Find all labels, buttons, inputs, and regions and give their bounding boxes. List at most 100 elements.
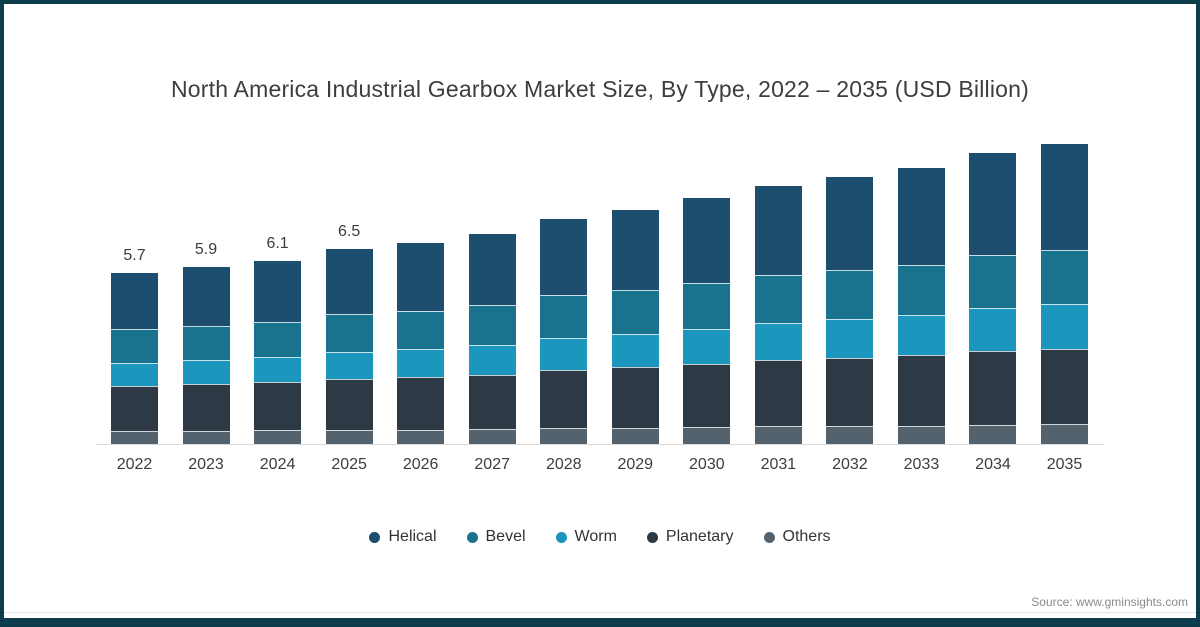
- x-axis-label-2035: 2035: [1046, 456, 1083, 473]
- segment-helical-2030: [683, 198, 731, 283]
- x-axis-label-2026: 2026: [402, 456, 439, 473]
- legend-label-helical: Helical: [388, 528, 437, 545]
- segment-others-2035: [1041, 424, 1089, 444]
- segment-helical-2034: [969, 153, 1017, 255]
- segment-bevel-2022: [111, 329, 158, 363]
- segment-bevel-2027: [468, 305, 516, 346]
- stacked-bar-2035: [1041, 144, 1089, 444]
- legend-item-others: Others: [763, 528, 831, 546]
- stacked-bar-2030: [683, 198, 731, 444]
- segment-others-2022: [111, 431, 158, 444]
- segment-helical-2022: [111, 273, 158, 330]
- segment-bevel-2028: [540, 295, 588, 339]
- segment-helical-2026: [397, 243, 445, 311]
- segment-worm-2024: [254, 357, 302, 383]
- source-attribution: Source: www.gminsights.com: [1031, 595, 1188, 609]
- stacked-bar-2034: [969, 153, 1017, 444]
- legend-label-others: Others: [782, 528, 831, 545]
- segment-planetary-2033: [897, 355, 945, 426]
- segment-bevel-2035: [1041, 249, 1089, 305]
- stacked-bar-2029: [611, 210, 659, 444]
- segment-bevel-2029: [611, 290, 659, 335]
- stacked-bar-2024: [254, 261, 302, 444]
- segment-planetary-2024: [254, 382, 302, 431]
- segment-bevel-2030: [683, 282, 731, 329]
- segment-bevel-2023: [182, 325, 230, 361]
- segment-helical-2035: [1041, 144, 1089, 250]
- frame-border-left: [0, 0, 4, 627]
- segment-helical-2032: [826, 177, 874, 270]
- segment-helical-2023: [182, 267, 230, 326]
- legend-item-planetary: Planetary: [646, 528, 734, 546]
- legend: Helical Bevel Worm Planetary Others: [0, 528, 1200, 546]
- stacked-bar-2027: [468, 234, 516, 444]
- legend-label-worm: Worm: [574, 528, 617, 545]
- bar-total-label-2023: 5.9: [194, 241, 218, 258]
- legend-label-bevel: Bevel: [485, 528, 526, 545]
- segment-planetary-2022: [111, 386, 158, 432]
- segment-planetary-2032: [826, 357, 874, 426]
- segment-planetary-2025: [325, 379, 373, 430]
- segment-others-2031: [754, 426, 802, 444]
- segment-others-2026: [397, 429, 445, 444]
- legend-item-helical: Helical: [369, 528, 437, 546]
- footer-divider: [0, 612, 1200, 613]
- frame-border-top: [0, 0, 1200, 4]
- segment-others-2032: [826, 425, 874, 444]
- x-axis-label-2025: 2025: [331, 456, 367, 473]
- segment-planetary-2035: [1041, 348, 1089, 425]
- legend-dot-icon-worm: [555, 531, 567, 543]
- segment-others-2029: [611, 427, 659, 444]
- segment-worm-2028: [540, 338, 588, 370]
- segment-worm-2032: [826, 319, 874, 358]
- segment-planetary-2034: [969, 350, 1017, 425]
- segment-planetary-2026: [397, 377, 445, 430]
- segment-helical-2033: [897, 168, 945, 265]
- segment-worm-2033: [897, 315, 945, 356]
- segment-others-2033: [897, 425, 945, 444]
- segment-worm-2026: [397, 349, 445, 378]
- segment-worm-2030: [683, 328, 731, 364]
- segment-planetary-2023: [182, 384, 230, 431]
- segment-planetary-2029: [611, 367, 659, 428]
- frame-border-bottom: [0, 618, 1200, 627]
- segment-helical-2031: [754, 186, 802, 276]
- segment-bevel-2025: [325, 314, 373, 353]
- legend-item-bevel: Bevel: [466, 528, 526, 546]
- segment-helical-2024: [254, 261, 302, 322]
- segment-helical-2029: [611, 210, 659, 291]
- segment-bevel-2031: [754, 275, 802, 324]
- segment-others-2034: [969, 424, 1017, 444]
- segment-worm-2029: [611, 334, 659, 368]
- x-axis-label-2028: 2028: [545, 456, 582, 473]
- stacked-bar-2031: [754, 186, 802, 444]
- segment-worm-2031: [754, 323, 802, 361]
- stacked-bar-2022: [111, 273, 158, 444]
- segment-helical-2027: [468, 234, 516, 306]
- x-axis-label-2031: 2031: [760, 456, 797, 473]
- x-axis-label-2033: 2033: [903, 456, 940, 473]
- stacked-bar-2032: [826, 177, 874, 444]
- frame-border-right: [1196, 0, 1200, 627]
- stacked-bar-2026: [397, 243, 445, 444]
- segment-worm-2035: [1041, 304, 1089, 349]
- segment-planetary-2030: [683, 363, 731, 428]
- x-axis-label-2032: 2032: [832, 456, 868, 473]
- legend-dot-icon-helical: [369, 531, 381, 543]
- segment-others-2028: [540, 428, 588, 444]
- segment-planetary-2031: [754, 360, 802, 427]
- chart-title: North America Industrial Gearbox Market …: [170, 76, 1029, 102]
- x-axis-label-2022: 2022: [116, 456, 153, 473]
- stacked-bar-2033: [897, 168, 945, 444]
- stacked-bar-2025: [325, 249, 373, 444]
- x-axis-label-2027: 2027: [474, 456, 510, 473]
- x-axis-line: [96, 444, 1104, 445]
- segment-helical-2028: [540, 218, 588, 296]
- bar-total-label-2025: 6.5: [337, 223, 361, 241]
- segment-others-2025: [325, 429, 373, 444]
- segment-worm-2027: [468, 345, 516, 375]
- x-axis-label-2023: 2023: [188, 456, 224, 473]
- legend-dot-icon-others: [763, 531, 775, 543]
- segment-bevel-2026: [397, 310, 445, 350]
